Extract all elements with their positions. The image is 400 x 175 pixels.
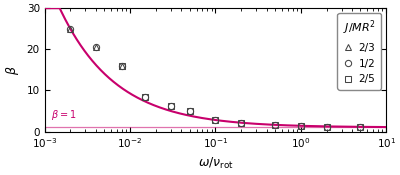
2/5 [213, 119, 218, 121]
2/5 [273, 124, 278, 126]
2/3 [94, 46, 98, 48]
2/5 [120, 65, 124, 67]
2/5 [187, 110, 192, 112]
1/2 [273, 124, 278, 126]
1/2 [187, 110, 192, 112]
2/5 [298, 125, 303, 127]
1/2 [324, 126, 329, 128]
1/2 [120, 65, 124, 67]
2/5 [324, 126, 329, 128]
1/2 [298, 125, 303, 127]
Y-axis label: $\beta$: $\beta$ [4, 65, 21, 75]
1/2 [213, 119, 218, 121]
2/5 [143, 96, 148, 98]
Line: 2/5: 2/5 [118, 62, 364, 131]
X-axis label: $\omega/\nu_{\rm rot}$: $\omega/\nu_{\rm rot}$ [198, 156, 233, 171]
Text: $\beta = 1$: $\beta = 1$ [52, 108, 77, 122]
1/2 [143, 96, 148, 98]
1/2 [358, 126, 363, 128]
2/5 [239, 122, 244, 124]
Legend: 2/3, 1/2, 2/5: 2/3, 1/2, 2/5 [338, 13, 381, 90]
1/2 [94, 46, 98, 48]
2/3 [120, 65, 124, 67]
Line: 2/3: 2/3 [67, 26, 125, 69]
1/2 [239, 122, 244, 124]
2/5 [358, 126, 363, 128]
2/5 [168, 105, 173, 107]
1/2 [168, 105, 173, 107]
2/3 [68, 28, 73, 30]
1/2 [68, 28, 73, 30]
Line: 1/2: 1/2 [67, 26, 364, 130]
